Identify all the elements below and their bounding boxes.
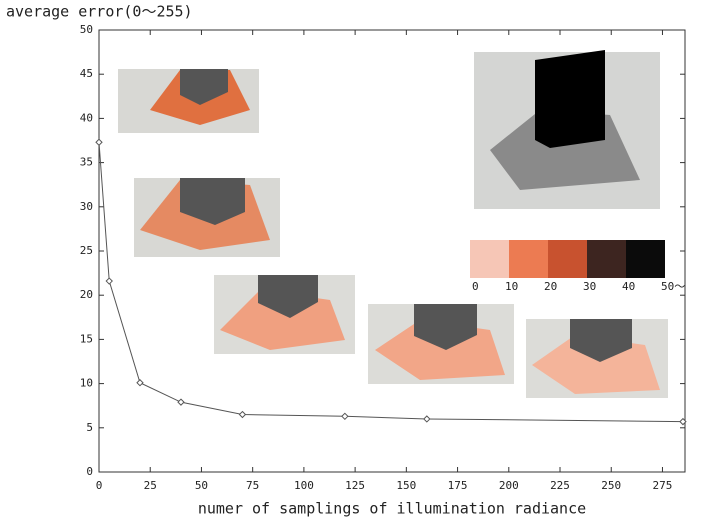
y-tick-label: 25 xyxy=(80,244,93,257)
y-tick-label: 50 xyxy=(80,23,93,36)
data-point xyxy=(424,416,430,422)
colorbar-label: 20 xyxy=(544,280,557,293)
y-tick-label: 45 xyxy=(80,67,93,80)
x-tick-label: 225 xyxy=(550,479,570,492)
x-tick-label: 250 xyxy=(601,479,621,492)
x-tick-label: 125 xyxy=(345,479,365,492)
x-tick-label: 175 xyxy=(448,479,468,492)
colorbar-swatch xyxy=(470,240,509,278)
data-point xyxy=(342,413,348,419)
y-tick-label: 35 xyxy=(80,156,93,169)
colorbar-swatch xyxy=(587,240,626,278)
x-tick-label: 150 xyxy=(396,479,416,492)
y-tick-label: 40 xyxy=(80,111,93,124)
data-point xyxy=(137,380,143,386)
data-point xyxy=(106,278,112,284)
colorbar-label: 10 xyxy=(505,280,518,293)
data-point xyxy=(96,139,102,145)
x-tick-label: 0 xyxy=(96,479,103,492)
x-tick-label: 200 xyxy=(499,479,519,492)
y-tick-label: 10 xyxy=(80,377,93,390)
data-point xyxy=(178,399,184,405)
colorbar-label: 40 xyxy=(622,280,635,293)
x-tick-label: 275 xyxy=(653,479,673,492)
colorbar-swatch xyxy=(626,240,665,278)
data-point xyxy=(239,412,245,418)
colorbar-label: 30 xyxy=(583,280,596,293)
x-tick-label: 100 xyxy=(294,479,314,492)
y-tick-label: 0 xyxy=(86,465,93,478)
colorbar-label: 0 xyxy=(472,280,479,293)
colorbar-label: 50〜 xyxy=(661,280,685,293)
chart-title: average error(0〜255) xyxy=(6,3,193,21)
chart: average error(0〜255) numer of samplings … xyxy=(0,0,703,523)
page: average error(0〜255) numer of samplings … xyxy=(0,0,703,523)
colorbar-swatch xyxy=(509,240,548,278)
x-tick-label: 25 xyxy=(144,479,157,492)
inset-images xyxy=(118,50,668,398)
x-tick-label: 50 xyxy=(195,479,208,492)
y-tick-label: 20 xyxy=(80,288,93,301)
y-tick-label: 30 xyxy=(80,200,93,213)
x-axis-label: numer of samplings of illumination radia… xyxy=(198,500,586,518)
x-tick-label: 75 xyxy=(246,479,259,492)
colorbar-swatch xyxy=(548,240,587,278)
y-tick-label: 15 xyxy=(80,332,93,345)
y-tick-label: 5 xyxy=(86,421,93,434)
